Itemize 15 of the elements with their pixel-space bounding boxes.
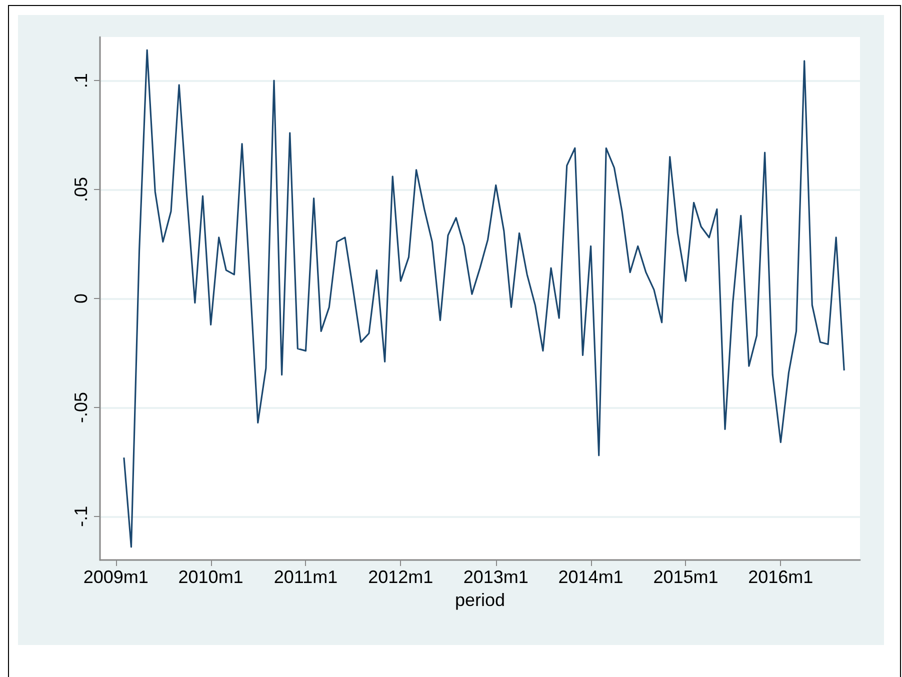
x-tick-label: 2014m1: [558, 567, 624, 587]
x-tick-label: 2012m1: [368, 567, 434, 587]
line-series: [123, 49, 845, 548]
y-tick-label: -.05: [71, 392, 91, 423]
x-tick-label: 2010m1: [178, 567, 244, 587]
y-tick-label: 0: [71, 293, 91, 304]
y-tick-label: -.1: [71, 506, 91, 527]
y-tick-label: .05: [71, 177, 91, 202]
y-tick-label: .1: [71, 73, 91, 88]
x-tick-label: 2009m1: [83, 567, 148, 587]
x-tick-label: 2013m1: [463, 567, 528, 587]
x-tick-label: 2015m1: [653, 567, 718, 587]
x-tick-label: 2016m1: [748, 567, 814, 587]
x-tick-label: 2011m1: [274, 567, 338, 587]
x-axis-title: period: [454, 590, 506, 610]
